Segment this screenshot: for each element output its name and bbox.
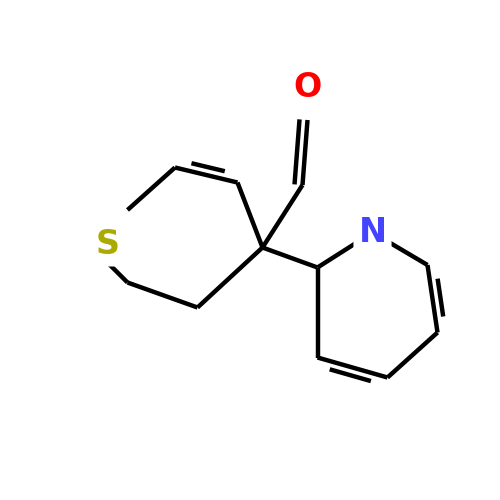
Text: N: N (358, 216, 386, 249)
Text: S: S (96, 228, 120, 262)
Text: O: O (294, 71, 322, 104)
